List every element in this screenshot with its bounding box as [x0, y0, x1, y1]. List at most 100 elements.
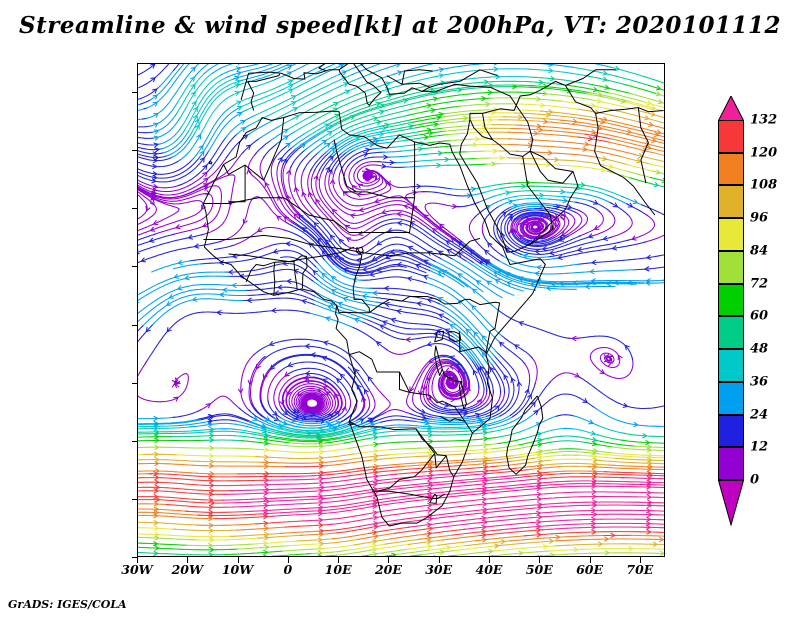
streamline-arrow	[646, 489, 652, 496]
streamline-arrow	[647, 452, 653, 459]
streamline	[509, 190, 557, 193]
streamline-arrow	[603, 353, 609, 359]
x-axis-tick	[338, 557, 340, 563]
streamline	[138, 150, 166, 155]
streamline	[422, 91, 548, 102]
streamline	[303, 212, 436, 262]
streamline-arrow	[538, 79, 544, 86]
streamline	[539, 110, 602, 120]
streamline	[515, 411, 537, 426]
streamline-arrow	[426, 425, 432, 432]
streamline-arrow	[263, 454, 269, 460]
streamline	[138, 64, 156, 76]
streamline	[405, 153, 429, 157]
streamline	[372, 292, 441, 305]
streamline-arrow	[577, 246, 583, 253]
streamline	[651, 170, 664, 175]
country-border	[434, 330, 445, 343]
streamline-arrow	[379, 324, 386, 330]
streamline-arrow	[602, 70, 608, 76]
streamline-arrow	[647, 511, 652, 518]
streamline	[492, 455, 525, 461]
streamline	[643, 213, 664, 244]
streamline	[441, 415, 470, 419]
streamline	[441, 309, 494, 361]
colorbar-tick-label: 96	[750, 210, 769, 226]
streamline	[143, 453, 179, 456]
streamline-arrow	[426, 539, 432, 545]
streamline-arrow	[356, 192, 362, 198]
streamline	[352, 141, 389, 152]
streamline-arrow	[154, 434, 159, 440]
streamline	[647, 84, 664, 91]
streamline	[431, 513, 664, 529]
streamline	[284, 523, 332, 528]
streamline	[513, 218, 520, 236]
streamline-arrow	[646, 100, 652, 106]
colorbar-segment	[718, 185, 744, 219]
streamline-arrow	[445, 545, 451, 551]
country-border	[247, 73, 281, 82]
streamline-arrow	[202, 171, 208, 178]
streamline	[394, 527, 436, 534]
country-border	[401, 69, 433, 85]
streamline-arrow	[318, 463, 324, 469]
streamline	[497, 522, 664, 531]
streamline-arrow	[402, 98, 408, 104]
streamline-arrow	[344, 89, 350, 95]
streamline-arrow	[175, 224, 181, 230]
streamline-arrow	[427, 341, 433, 347]
x-axis-tick	[438, 557, 440, 563]
x-axis-tick-label: 20E	[374, 562, 402, 577]
streamline	[549, 470, 608, 473]
streamline	[283, 229, 325, 261]
streamline-arrow	[204, 189, 210, 195]
streamline	[138, 533, 234, 538]
streamline-arrow	[517, 114, 523, 120]
streamline-arrow	[584, 141, 590, 147]
streamline-arrow	[154, 147, 160, 153]
streamline	[311, 303, 364, 323]
streamline-arrow	[537, 437, 543, 444]
streamline-arrow	[325, 142, 331, 148]
country-border	[622, 176, 656, 216]
streamline	[578, 376, 664, 410]
streamline-arrow	[153, 512, 158, 519]
streamline-arrow	[536, 470, 542, 477]
streamline	[441, 125, 470, 129]
streamline	[444, 109, 493, 115]
streamline-arrow	[283, 135, 289, 141]
streamline	[232, 428, 261, 435]
streamline-arrow	[191, 100, 197, 107]
streamline	[271, 485, 664, 517]
streamline	[262, 141, 280, 159]
streamline	[278, 374, 299, 411]
streamline	[249, 426, 272, 434]
streamline-arrow	[423, 134, 429, 141]
y-axis-tick	[132, 382, 138, 384]
streamline-arrow	[177, 285, 183, 291]
streamline	[606, 170, 633, 179]
streamline	[225, 133, 251, 159]
streamline-arrow	[192, 114, 198, 120]
streamline	[292, 409, 328, 418]
streamline	[378, 426, 416, 430]
streamline-arrow	[499, 155, 504, 161]
streamline-arrow	[432, 96, 438, 102]
streamline	[267, 399, 284, 420]
streamline	[439, 120, 473, 125]
streamline-arrow	[199, 150, 205, 156]
streamline	[546, 206, 571, 215]
streamline-arrow	[308, 394, 314, 400]
streamline	[268, 242, 318, 263]
streamline-arrow	[537, 441, 543, 448]
streamline-arrow	[657, 98, 663, 105]
streamline-arrow	[372, 515, 378, 521]
streamline-arrow	[285, 142, 291, 148]
streamline	[199, 78, 277, 136]
streamline	[328, 169, 457, 241]
streamline	[417, 408, 445, 418]
colorbar-tick-label: 0	[750, 472, 760, 488]
streamline-arrow	[407, 276, 413, 282]
streamline-arrow	[321, 250, 327, 256]
